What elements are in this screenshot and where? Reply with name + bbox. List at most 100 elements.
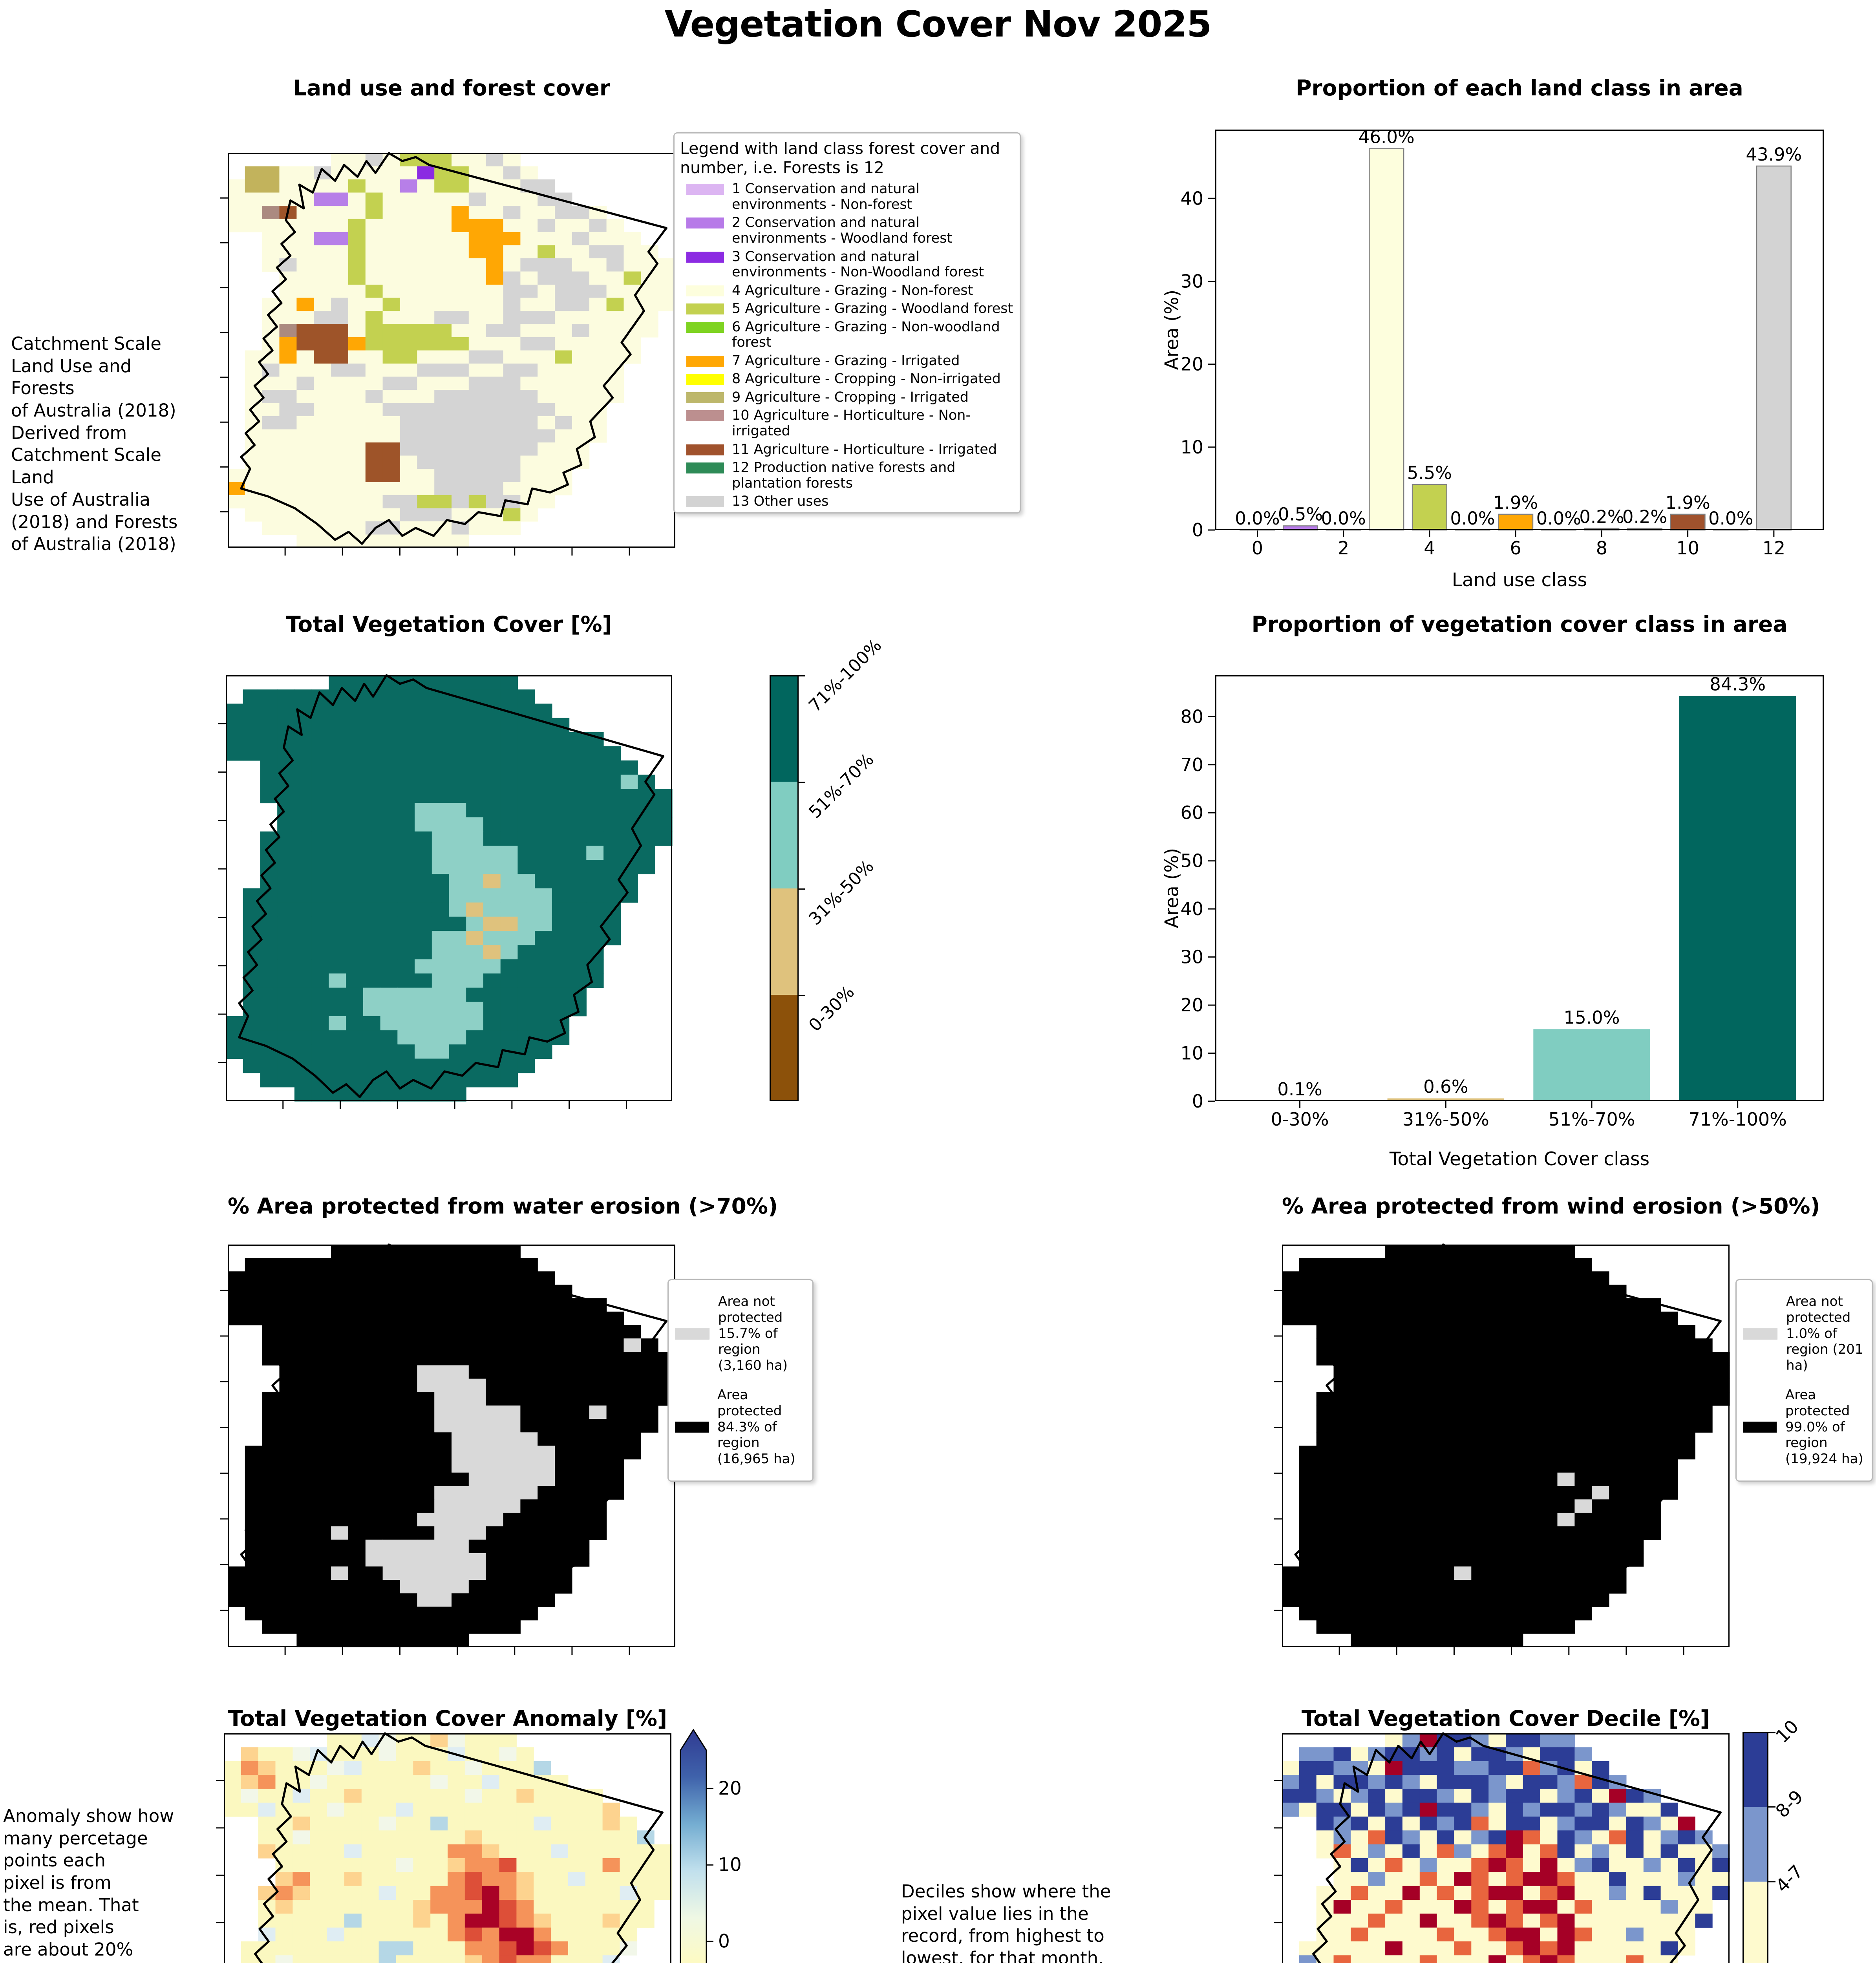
landuse-legend-item-3: 3 Conservation and natural environments … xyxy=(686,249,1016,280)
water-erosion-map xyxy=(220,1243,676,1655)
bar-value-label: 0.6% xyxy=(1423,1077,1468,1097)
colorbar-segment xyxy=(770,994,799,1101)
bar-11 xyxy=(1670,514,1706,531)
legend-label: 8 Agriculture - Cropping - Non-irrigated xyxy=(732,371,1001,387)
x-tick-label: 31%-50% xyxy=(1402,1109,1489,1130)
x-tick-label: 2 xyxy=(1338,537,1349,559)
tvc-map-title: Total Vegetation Cover [%] xyxy=(286,612,612,637)
legend-label: 2 Conservation and natural environments … xyxy=(732,215,953,247)
x-tick-label: 71%-100% xyxy=(1689,1109,1787,1130)
bar-value-label: 0.0% xyxy=(1450,508,1495,529)
bar-value-label: 0.2% xyxy=(1579,506,1624,527)
x-tick-label: 51%-70% xyxy=(1548,1109,1635,1130)
y-tick-label: 10 xyxy=(1180,1043,1203,1064)
bar-value-label: 43.9% xyxy=(1746,144,1802,165)
y-tick-label: 0 xyxy=(1192,1091,1203,1112)
colorbar-frame xyxy=(770,675,799,1101)
y-tick-label: 40 xyxy=(1180,188,1203,209)
map-pixel-grid xyxy=(1282,1733,1730,1963)
bar-value-label: 0.0% xyxy=(1321,508,1366,529)
legend-item: Area not protected 15.7% of region (3,16… xyxy=(675,1294,808,1374)
catchment-outline xyxy=(254,1732,664,1963)
bar-value-label: 5.5% xyxy=(1407,462,1452,483)
catchment-outline xyxy=(240,1243,667,1644)
y-tick-label: 10 xyxy=(1180,437,1203,458)
catchment-outline xyxy=(1312,1732,1722,1963)
bar-7 xyxy=(1498,514,1534,531)
legend-label: Area protected 84.3% of region (16,965 h… xyxy=(717,1387,795,1467)
legend-label: 4 Agriculture - Grazing - Non-forest xyxy=(732,282,973,298)
map-frame xyxy=(226,675,672,1101)
landuse-chart-xlabel: Land use class xyxy=(1452,569,1587,591)
tvc-chart-title: Proportion of vegetation cover class in … xyxy=(1251,612,1788,637)
colorbar-tick xyxy=(799,888,805,890)
map-frame xyxy=(1282,1733,1730,1963)
y-tick-label: 20 xyxy=(1180,354,1203,375)
landuse-map-title: Land use and forest cover xyxy=(293,75,610,101)
y-tick-label: 60 xyxy=(1180,802,1203,823)
anomaly-map xyxy=(216,1732,672,1963)
colorbar-segment xyxy=(770,782,799,888)
bar-13 xyxy=(1756,165,1792,531)
legend-label: 6 Agriculture - Grazing - Non-woodland f… xyxy=(732,319,1000,351)
legend-item: Area protected 99.0% of region (19,924 h… xyxy=(1743,1387,1867,1467)
landuse-legend-item-9: 9 Agriculture - Cropping - Irrigated xyxy=(686,389,1016,406)
legend-label: 9 Agriculture - Cropping - Irrigated xyxy=(732,389,969,405)
legend-label: 5 Agriculture - Grazing - Woodland fores… xyxy=(732,301,1013,317)
decile-colorbar: 108-94-72-31 xyxy=(1743,1716,1807,1963)
legend-swatch xyxy=(686,462,724,474)
decile-explainer: Deciles show where the pixel value lies … xyxy=(901,1881,1111,1963)
legend-swatch xyxy=(686,218,724,229)
colorbar-segment xyxy=(1743,1732,1768,1807)
map-pixel-grid xyxy=(1282,1245,1730,1647)
wind-erosion-legend: Area not protected 1.0% of region (201 h… xyxy=(1735,1279,1873,1482)
catchment-outline xyxy=(1294,1243,1722,1644)
wind-erosion-map xyxy=(1274,1243,1730,1655)
bar-value-label: 0.0% xyxy=(1536,508,1581,529)
legend-swatch xyxy=(1743,1327,1777,1340)
x-tick-label: 0-30% xyxy=(1271,1109,1329,1130)
landuse-chart-ylabel: Area (%) xyxy=(1161,289,1183,370)
legend-swatch xyxy=(686,392,724,403)
colorbar-label: 0-30% xyxy=(805,982,859,1036)
legend-label: Area protected 99.0% of region (19,924 h… xyxy=(1785,1387,1863,1467)
colorbar-tick-label: 20 xyxy=(718,1778,742,1799)
colorbar-segment xyxy=(1743,1881,1768,1963)
landuse-legend-item-5: 5 Agriculture - Grazing - Woodland fores… xyxy=(686,301,1016,317)
legend-label: 3 Conservation and natural environments … xyxy=(732,249,984,280)
bar-31%-50% xyxy=(1387,1098,1504,1101)
map-pixel-grid xyxy=(224,1733,672,1963)
bar-value-label: 1.9% xyxy=(1493,492,1538,513)
bar-value-label: 0.2% xyxy=(1622,506,1667,527)
colorbar-label: 71%-100% xyxy=(805,635,886,716)
bar-value-label: 0.0% xyxy=(1235,508,1280,529)
tvc-map xyxy=(218,674,673,1109)
bar-value-label: 0.1% xyxy=(1277,1079,1322,1100)
x-tick-label: 12 xyxy=(1763,537,1786,559)
colorbar-segment xyxy=(770,675,799,782)
landuse-legend-item-11: 11 Agriculture - Horticulture - Irrigate… xyxy=(686,442,1016,458)
anomaly-map-title: Total Vegetation Cover Anomaly [%] xyxy=(228,1706,667,1731)
tvc-chart-ylabel: Area (%) xyxy=(1161,848,1183,928)
y-tick-label: 30 xyxy=(1180,947,1203,968)
chart-frame xyxy=(1215,675,1824,1101)
y-tick-label: 30 xyxy=(1180,271,1203,292)
legend-label: 13 Other uses xyxy=(732,493,829,510)
y-tick-label: 80 xyxy=(1180,706,1203,727)
bar-71%-100% xyxy=(1679,696,1796,1101)
colorbar-frame xyxy=(1743,1732,1768,1963)
legend-swatch xyxy=(675,1327,709,1340)
bar-value-label: 0.5% xyxy=(1278,504,1323,525)
landuse-map xyxy=(220,152,676,556)
legend-swatch xyxy=(686,303,724,315)
colorbar-label: 51%-70% xyxy=(805,749,878,822)
colorbar-segment xyxy=(1743,1807,1768,1882)
landuse-source-note: Catchment Scale Land Use and Forests of … xyxy=(11,333,178,555)
landuse-legend-item-12: 12 Production native forests and plantat… xyxy=(686,460,1016,491)
bar-5 xyxy=(1412,484,1447,531)
map-pixel-grid xyxy=(226,675,673,1102)
colorbar-label: 31%-50% xyxy=(805,856,878,929)
map-frame xyxy=(224,1733,671,1963)
legend-swatch xyxy=(686,444,724,455)
